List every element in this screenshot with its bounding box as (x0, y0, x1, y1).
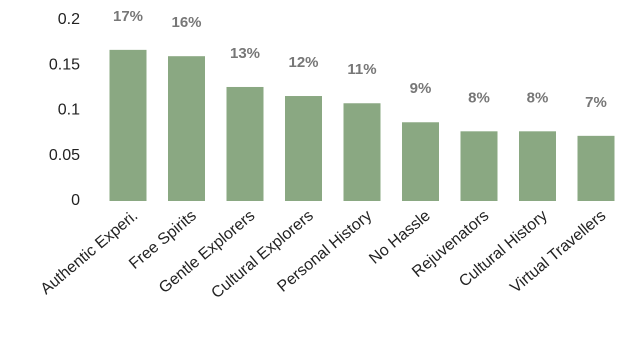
y-tick-label: 0.2 (58, 11, 80, 28)
value-label: 17% (113, 8, 143, 25)
bar (519, 131, 556, 201)
y-tick-label: 0 (71, 192, 80, 209)
y-tick-label: 0.1 (58, 102, 80, 119)
bar (402, 122, 439, 201)
value-label: 8% (468, 89, 490, 106)
value-label: 16% (171, 14, 201, 31)
value-label: 11% (347, 61, 376, 78)
value-label: 9% (410, 80, 432, 97)
bar (343, 103, 381, 201)
y-tick-label: 0.05 (49, 147, 80, 164)
value-label: 13% (230, 45, 260, 62)
bar (109, 49, 147, 201)
bar (285, 96, 322, 201)
bar (226, 86, 264, 201)
value-label: 7% (585, 94, 607, 111)
x-tick-label: Cultural Explorers (208, 207, 316, 302)
y-tick-label: 0.15 (49, 56, 80, 73)
x-tick-label: Authentic Experi. (38, 207, 142, 298)
value-label: 8% (527, 89, 549, 106)
bar (460, 131, 498, 201)
bar (577, 135, 615, 201)
value-label: 12% (288, 54, 318, 71)
bar (168, 56, 205, 202)
